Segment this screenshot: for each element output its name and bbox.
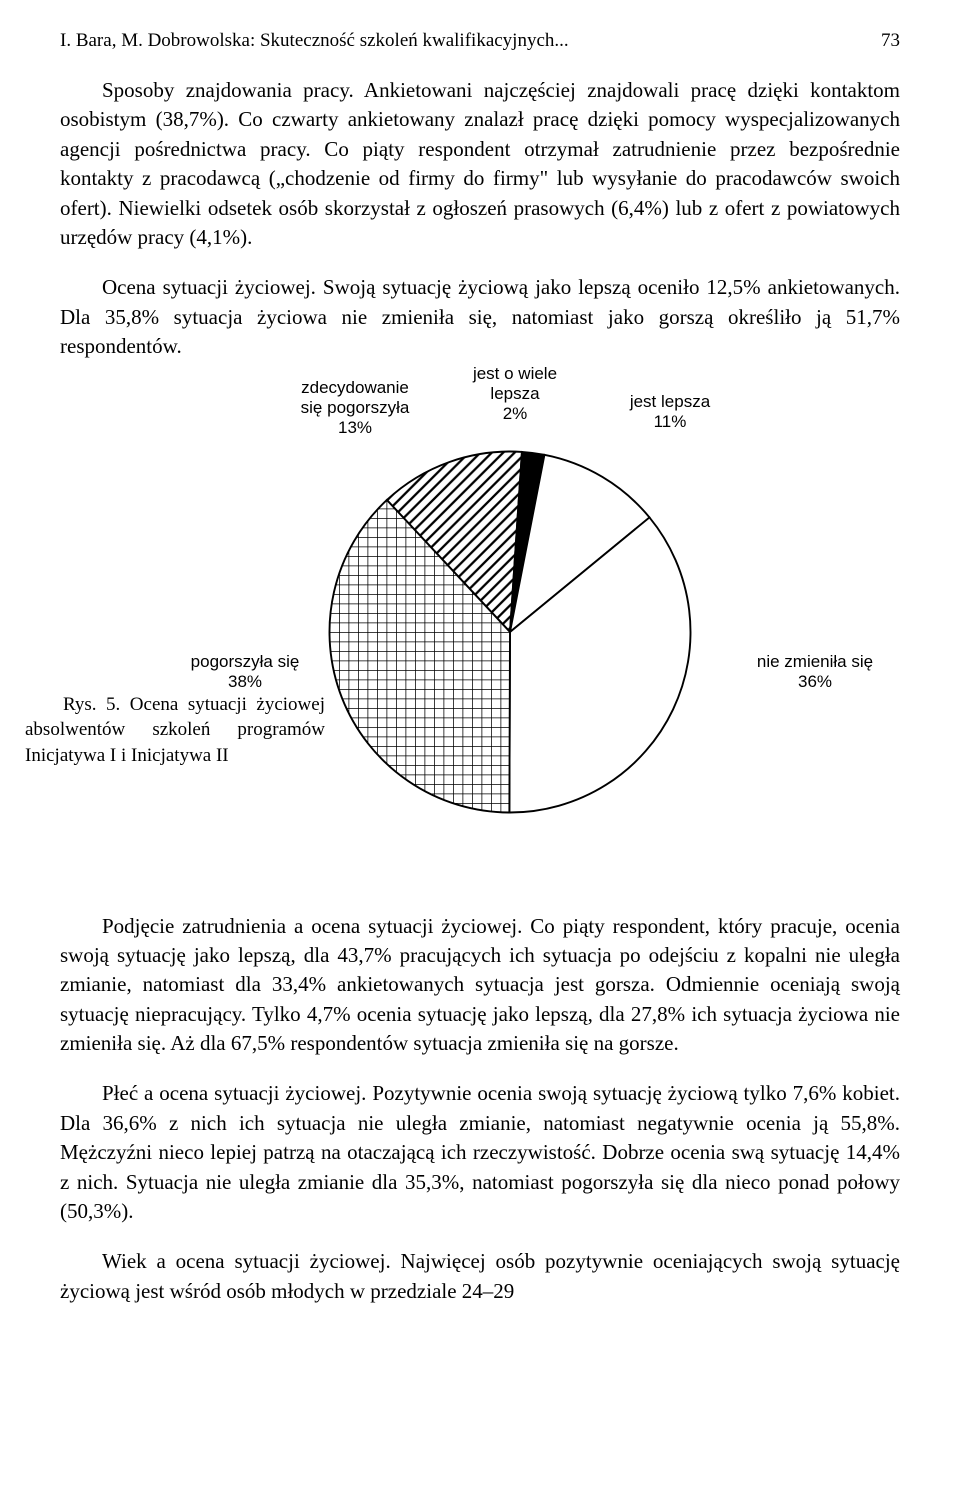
paragraph-5: Wiek a ocena sytuacji życiowej. Najwięce… [60, 1247, 900, 1306]
running-title: I. Bara, M. Dobrowolska: Skuteczność szk… [60, 30, 569, 52]
figure-5: zdecydowanie się pogorszyła 13% jest o w… [60, 382, 900, 882]
slice-label-owiele-lepsza: jest o wiele lepsza 2% [460, 364, 570, 425]
paragraph-1: Sposoby znajdowania pracy. Ankietowani n… [60, 76, 900, 252]
slice-label-zdecydowanie: zdecydowanie się pogorszyła 13% [285, 378, 425, 439]
pie-chart [320, 442, 700, 822]
figure-caption: Rys. 5. Ocena sytuacji życiowej absolwen… [25, 692, 325, 769]
slice-label-pogorszyla: pogorszyła się 38% [175, 652, 315, 693]
slice-label-niezmienila: nie zmieniła się 36% [740, 652, 890, 693]
paragraph-2: Ocena sytuacji życiowej. Swoją sytuację … [60, 273, 900, 361]
pie-svg [320, 442, 700, 822]
running-header: I. Bara, M. Dobrowolska: Skuteczność szk… [60, 30, 900, 52]
page: I. Bara, M. Dobrowolska: Skuteczność szk… [0, 0, 960, 1366]
paragraph-3: Podjęcie zatrudnienia a ocena sytuacji ż… [60, 912, 900, 1059]
slice-label-lepsza: jest lepsza 11% [615, 392, 725, 433]
paragraph-4: Płeć a ocena sytuacji życiowej. Pozytywn… [60, 1079, 900, 1226]
page-number: 73 [881, 30, 900, 52]
